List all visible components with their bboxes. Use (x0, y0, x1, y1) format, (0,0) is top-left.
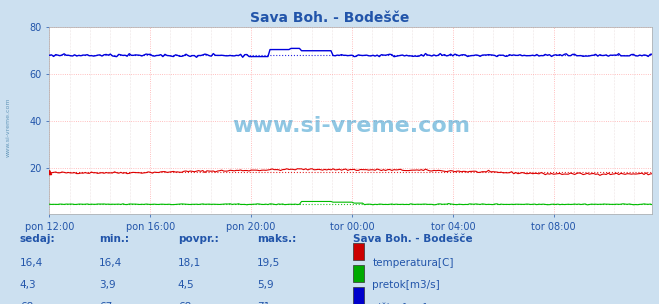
Text: Sava Boh. - Bodešče: Sava Boh. - Bodešče (250, 11, 409, 25)
Text: 68: 68 (178, 302, 191, 304)
Text: 68: 68 (20, 302, 33, 304)
Text: temperatura[C]: temperatura[C] (372, 258, 454, 268)
Text: 67: 67 (99, 302, 112, 304)
Text: 71: 71 (257, 302, 270, 304)
Text: Sava Boh. - Bodešče: Sava Boh. - Bodešče (353, 234, 473, 244)
Text: povpr.:: povpr.: (178, 234, 219, 244)
Text: pretok[m3/s]: pretok[m3/s] (372, 280, 440, 290)
Text: www.si-vreme.com: www.si-vreme.com (5, 98, 11, 157)
Text: 18,1: 18,1 (178, 258, 201, 268)
Text: 16,4: 16,4 (99, 258, 122, 268)
Bar (353, 265, 364, 282)
Bar (353, 287, 364, 304)
Bar (353, 243, 364, 260)
Text: maks.:: maks.: (257, 234, 297, 244)
Text: 5,9: 5,9 (257, 280, 273, 290)
Text: višina[cm]: višina[cm] (372, 302, 427, 304)
Text: sedaj:: sedaj: (20, 234, 55, 244)
Text: 4,3: 4,3 (20, 280, 36, 290)
Text: 4,5: 4,5 (178, 280, 194, 290)
Text: 19,5: 19,5 (257, 258, 280, 268)
Text: min.:: min.: (99, 234, 129, 244)
Text: www.si-vreme.com: www.si-vreme.com (232, 116, 470, 136)
Text: 3,9: 3,9 (99, 280, 115, 290)
Text: 16,4: 16,4 (20, 258, 43, 268)
